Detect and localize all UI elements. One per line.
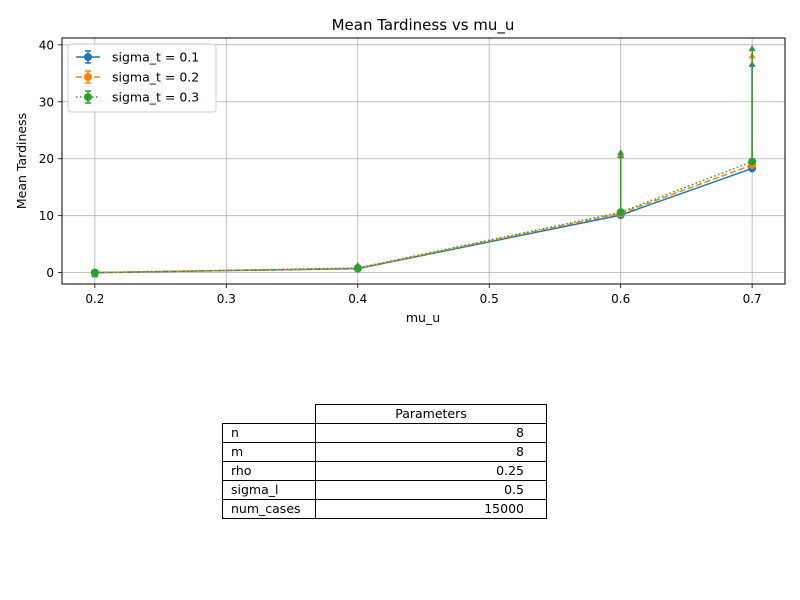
data-point — [748, 157, 757, 166]
legend-label-3: sigma_t = 0.3 — [112, 90, 199, 105]
legend-label-1: sigma_t = 0.1 — [112, 50, 199, 65]
x-axis-label: mu_u — [406, 310, 440, 325]
y-tick-label: 0 — [46, 266, 54, 280]
param-value: 15000 — [315, 499, 547, 519]
series-line-2 — [94, 164, 753, 274]
y-tick-label: 30 — [39, 95, 54, 109]
legend: sigma_t = 0.1 sigma_t = 0.2 sigma_t = 0.3 — [67, 43, 217, 113]
y-axis-label: Mean Tardiness — [14, 113, 29, 209]
data-point — [90, 268, 99, 277]
plot-data — [90, 44, 757, 278]
plot-frame — [61, 37, 786, 285]
ticks: 0.2 0.3 0.4 0.5 0.6 0.7 0 10 20 30 40 — [39, 38, 762, 306]
param-name: num_cases — [222, 499, 316, 519]
table-row: sigma_l 0.5 — [222, 480, 547, 500]
table-row: rho 0.25 — [222, 461, 547, 481]
legend-marker — [84, 93, 92, 101]
x-tick-label: 0.3 — [217, 292, 236, 306]
table-header-row: Parameters — [223, 404, 547, 424]
y-tick-label: 40 — [39, 38, 54, 52]
legend-label-2: sigma_t = 0.2 — [112, 70, 199, 85]
table-header: Parameters — [315, 404, 547, 424]
data-point — [353, 264, 362, 273]
error-cap-marker — [748, 44, 756, 51]
grid — [62, 38, 785, 284]
data-point — [616, 208, 625, 217]
x-tick-label: 0.7 — [743, 292, 762, 306]
table-row: num_cases 15000 — [222, 499, 547, 519]
y-tick-label: 20 — [39, 152, 54, 166]
y-tick-label: 10 — [39, 209, 54, 223]
table-corner — [223, 405, 316, 424]
x-tick-label: 0.2 — [85, 292, 104, 306]
param-name: rho — [222, 461, 316, 481]
legend-marker — [84, 73, 92, 81]
param-name: sigma_l — [222, 480, 316, 500]
x-tick-label: 0.6 — [611, 292, 630, 306]
x-tick-label: 0.5 — [480, 292, 499, 306]
chart-title: Mean Tardiness vs mu_u — [332, 16, 515, 35]
param-value: 8 — [315, 442, 547, 462]
param-value: 8 — [315, 423, 547, 443]
error-cap-marker — [617, 149, 625, 156]
series-line-3 — [94, 160, 753, 274]
param-value: 0.25 — [315, 461, 547, 481]
series-line-1 — [94, 167, 753, 274]
legend-marker — [84, 53, 92, 61]
legend-box — [67, 43, 217, 113]
param-value: 0.5 — [315, 480, 547, 500]
parameters-table: Parameters n 8 m 8 rho 0.25 sigma_l 0.5 num_case… — [222, 404, 547, 519]
x-tick-label: 0.4 — [348, 292, 367, 306]
param-name: n — [222, 423, 316, 443]
param-name: m — [222, 442, 316, 462]
